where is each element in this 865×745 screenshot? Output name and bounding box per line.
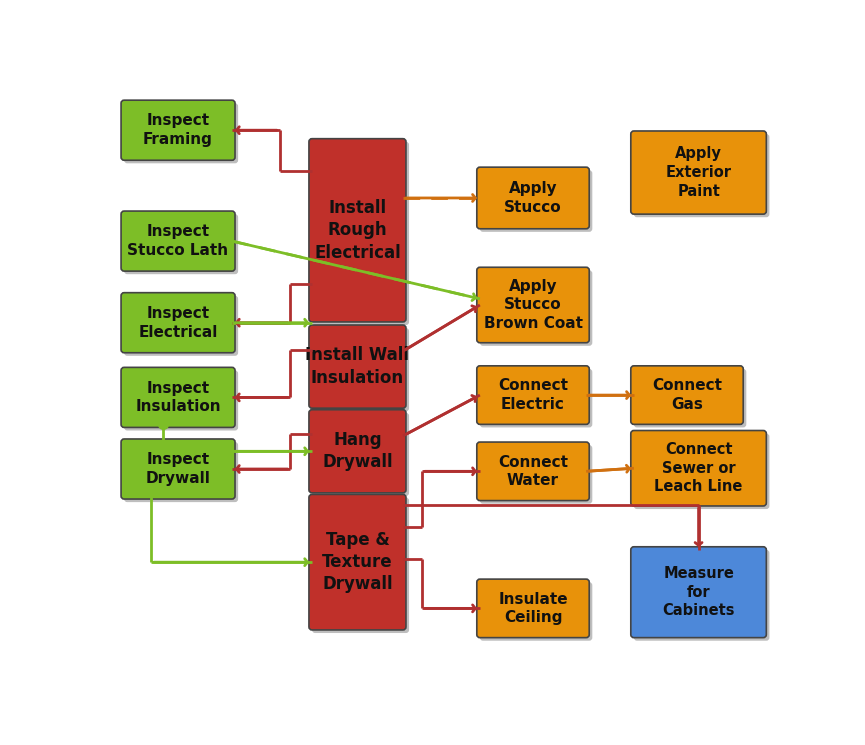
FancyBboxPatch shape	[312, 328, 409, 411]
FancyBboxPatch shape	[634, 134, 769, 218]
FancyBboxPatch shape	[631, 547, 766, 638]
Text: Inspect
Stucco Lath: Inspect Stucco Lath	[127, 224, 228, 258]
Text: Connect
Electric: Connect Electric	[498, 378, 568, 412]
FancyBboxPatch shape	[634, 369, 746, 428]
FancyBboxPatch shape	[121, 367, 235, 428]
Text: Insulate
Ceiling: Insulate Ceiling	[498, 592, 567, 625]
FancyBboxPatch shape	[309, 139, 406, 322]
Text: Connect
Sewer or
Leach Line: Connect Sewer or Leach Line	[655, 442, 743, 495]
FancyBboxPatch shape	[121, 439, 235, 499]
FancyBboxPatch shape	[480, 270, 593, 346]
Text: Hang
Drywall: Hang Drywall	[322, 431, 393, 472]
Text: Install Wall
Insulation: Install Wall Insulation	[305, 346, 409, 387]
FancyBboxPatch shape	[480, 446, 593, 504]
FancyBboxPatch shape	[121, 293, 235, 352]
FancyBboxPatch shape	[125, 104, 238, 163]
FancyBboxPatch shape	[477, 579, 589, 638]
FancyBboxPatch shape	[631, 366, 743, 425]
Text: Apply
Stucco: Apply Stucco	[504, 181, 562, 215]
FancyBboxPatch shape	[125, 442, 238, 502]
FancyBboxPatch shape	[125, 370, 238, 431]
Text: Apply
Stucco
Brown Coat: Apply Stucco Brown Coat	[484, 279, 582, 331]
FancyBboxPatch shape	[477, 366, 589, 425]
FancyBboxPatch shape	[125, 296, 238, 356]
FancyBboxPatch shape	[634, 550, 769, 641]
Text: Apply
Exterior
Paint: Apply Exterior Paint	[665, 147, 732, 199]
Text: Install
Rough
Electrical: Install Rough Electrical	[314, 199, 400, 261]
Text: Inspect
Drywall: Inspect Drywall	[145, 452, 210, 486]
FancyBboxPatch shape	[480, 369, 593, 428]
FancyBboxPatch shape	[309, 410, 406, 493]
FancyBboxPatch shape	[309, 495, 406, 630]
FancyBboxPatch shape	[480, 582, 593, 641]
Text: Inspect
Electrical: Inspect Electrical	[138, 306, 218, 340]
Text: Inspect
Framing: Inspect Framing	[143, 113, 213, 147]
FancyBboxPatch shape	[312, 498, 409, 633]
Text: Tape &
Texture
Drywall: Tape & Texture Drywall	[322, 531, 393, 593]
FancyBboxPatch shape	[631, 131, 766, 214]
Text: Connect
Water: Connect Water	[498, 454, 568, 488]
FancyBboxPatch shape	[312, 142, 409, 325]
Text: Connect
Gas: Connect Gas	[652, 378, 722, 412]
FancyBboxPatch shape	[477, 167, 589, 229]
FancyBboxPatch shape	[634, 434, 769, 509]
Text: Measure
for
Cabinets: Measure for Cabinets	[663, 566, 735, 618]
FancyBboxPatch shape	[121, 211, 235, 271]
FancyBboxPatch shape	[477, 267, 589, 343]
Text: Inspect
Insulation: Inspect Insulation	[135, 381, 221, 414]
FancyBboxPatch shape	[121, 100, 235, 160]
FancyBboxPatch shape	[125, 214, 238, 274]
FancyBboxPatch shape	[480, 171, 593, 232]
FancyBboxPatch shape	[309, 325, 406, 408]
FancyBboxPatch shape	[477, 442, 589, 501]
FancyBboxPatch shape	[631, 431, 766, 506]
FancyBboxPatch shape	[312, 413, 409, 496]
